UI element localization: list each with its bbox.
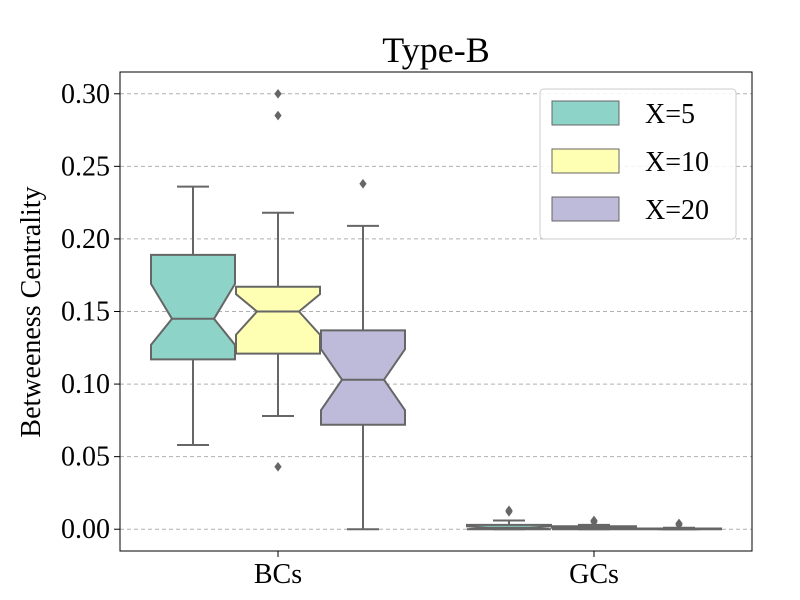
outlier-point — [505, 505, 513, 516]
notched-box — [235, 285, 321, 355]
outlier-point — [274, 110, 282, 121]
box-X=10-BCs — [235, 88, 321, 472]
chart-title: Type-B — [382, 30, 489, 70]
legend-entry-label: X=20 — [645, 195, 709, 226]
legend-swatch — [551, 196, 620, 222]
box-X=5-GCs — [466, 505, 552, 531]
x-tick-label: GCs — [569, 559, 619, 590]
legend-swatch — [551, 148, 620, 174]
y-tick-label: 0.15 — [61, 297, 110, 328]
outlier-point — [274, 88, 282, 99]
boxplot-series — [150, 88, 722, 531]
legend-swatch — [551, 100, 620, 126]
legend-entry-label: X=10 — [645, 147, 709, 178]
outlier-point — [274, 461, 282, 472]
y-tick-label: 0.00 — [61, 514, 110, 545]
x-tick-label: BCs — [254, 559, 302, 590]
y-tick-label: 0.30 — [61, 79, 110, 110]
notched-box — [320, 329, 406, 426]
y-tick-label: 0.20 — [61, 224, 110, 255]
y-tick-label: 0.10 — [61, 369, 110, 400]
outlier-point — [359, 178, 367, 189]
legend: X=5 X=10 X=20 — [539, 88, 737, 240]
y-tick-label: 0.05 — [61, 442, 110, 473]
box-X=20-BCs — [320, 178, 406, 531]
outlier-point — [675, 518, 683, 529]
outlier-point — [590, 515, 598, 526]
y-tick-label: 0.25 — [61, 151, 110, 182]
legend-entry-label: X=5 — [645, 99, 695, 130]
y-axis-label: Betweeness Centrality — [16, 186, 47, 437]
axis-ticks: 0.00 0.05 0.10 0.15 0.20 0.25 0.30 BCs GCs — [61, 79, 619, 590]
box-X=10-GCs — [551, 515, 637, 531]
box-X=20-GCs — [636, 518, 722, 531]
